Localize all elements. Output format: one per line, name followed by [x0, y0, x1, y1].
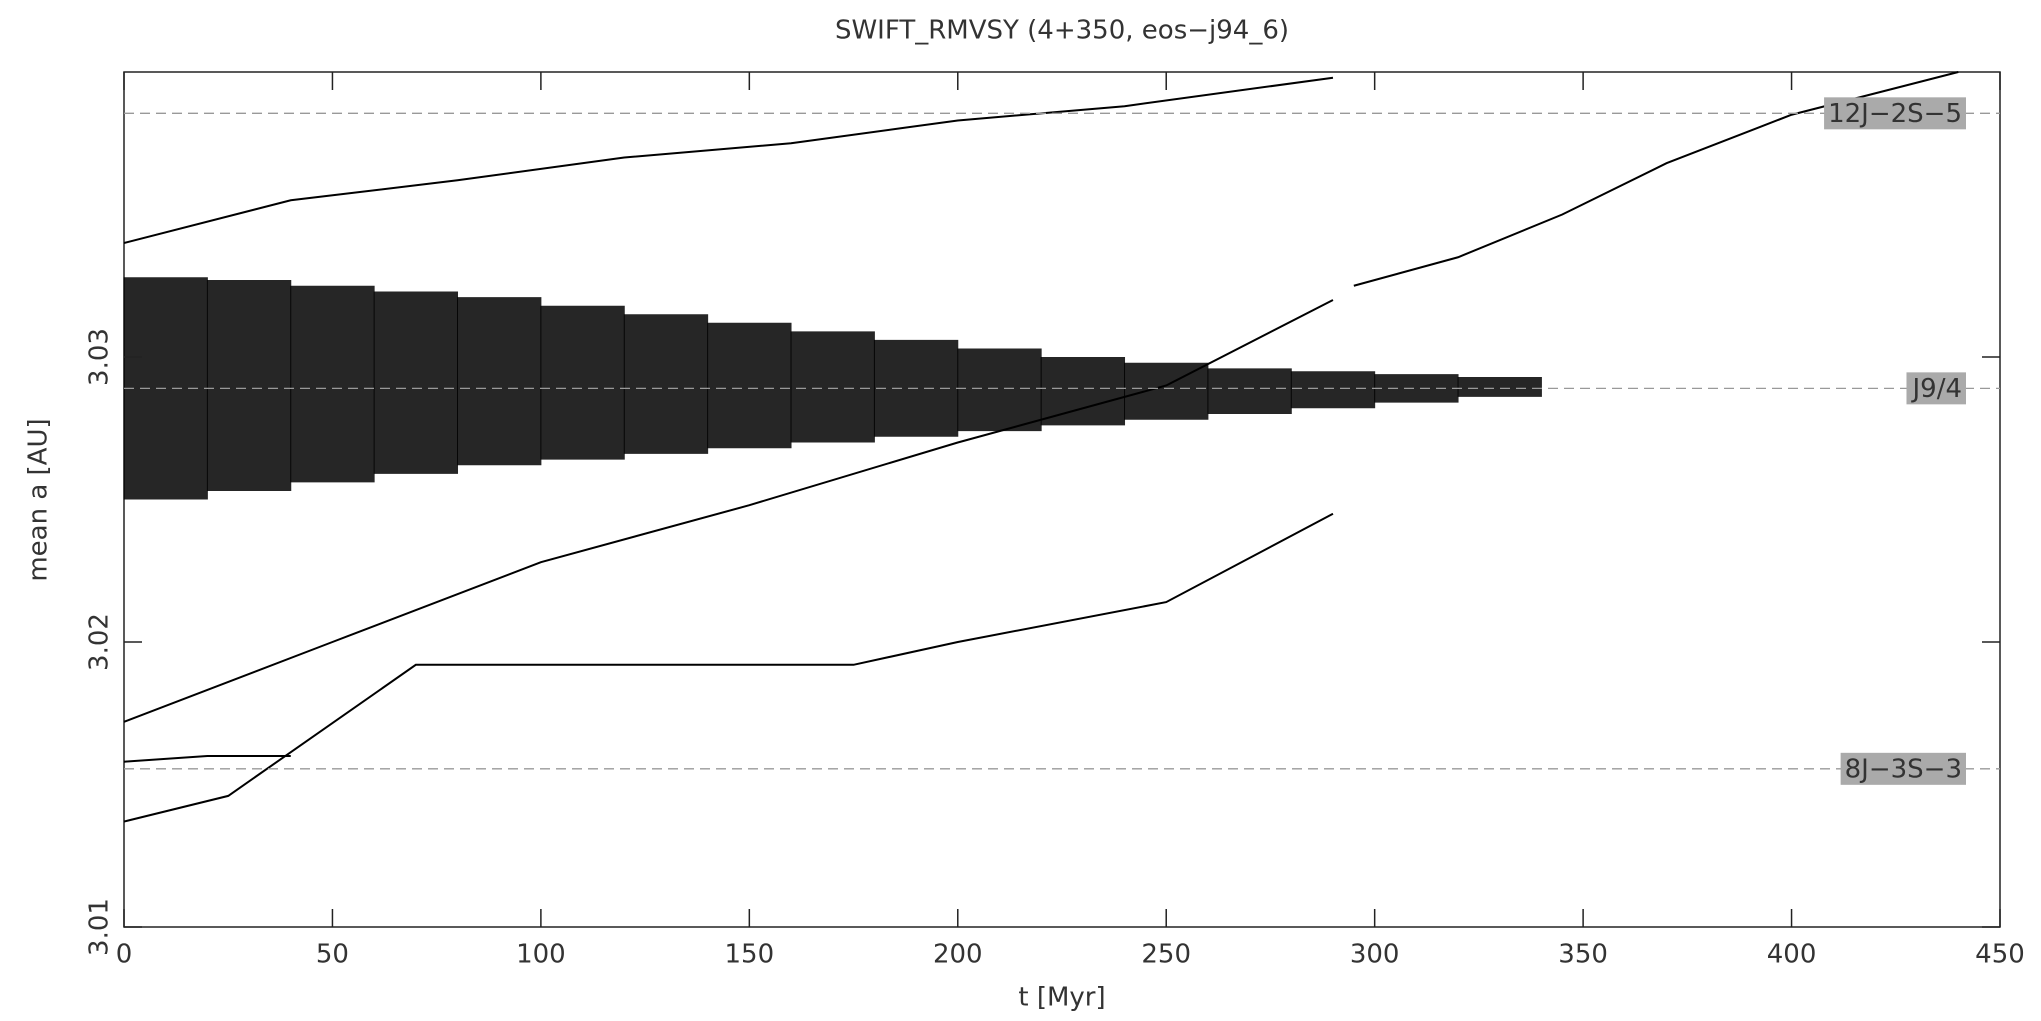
resonance-label: J9/4 [1910, 374, 1962, 404]
x-tick-label: 450 [1975, 940, 2025, 970]
plot-frame [123, 71, 2001, 928]
y-tick-label: 3.03 [85, 328, 115, 386]
x-tick-label: 150 [725, 940, 775, 970]
x-tick-label: 100 [516, 940, 566, 970]
drift-line [123, 299, 1334, 723]
resonance-label: 8J−3S−3 [1845, 754, 1962, 784]
x-tick-label: 50 [316, 940, 349, 970]
x-tick-label: 250 [1141, 940, 1191, 970]
drift-line [123, 755, 291, 763]
resonance-label-bg [1840, 752, 1966, 785]
resonance-label: 12J−2S−5 [1828, 99, 1962, 129]
y-tick-label: 3.01 [85, 898, 115, 956]
chart-title: SWIFT_RMVSY (4+350, eos−j94_6) [835, 16, 1289, 46]
resonance-label-bg [1906, 372, 1966, 405]
x-axis-label: t [Myr] [1018, 983, 1105, 1013]
drift-line [123, 76, 1334, 244]
x-tick-label: 0 [116, 940, 133, 970]
drift-line [123, 512, 1334, 823]
drift-line [1353, 71, 1959, 287]
x-tick-label: 400 [1767, 940, 1817, 970]
y-axis-label: mean a [AU] [24, 418, 54, 581]
x-tick-label: 350 [1558, 940, 1608, 970]
x-tick-label: 200 [933, 940, 983, 970]
resonance-label-bg [1824, 97, 1966, 130]
x-tick-label: 300 [1350, 940, 1400, 970]
y-tick-label: 3.02 [85, 613, 115, 671]
